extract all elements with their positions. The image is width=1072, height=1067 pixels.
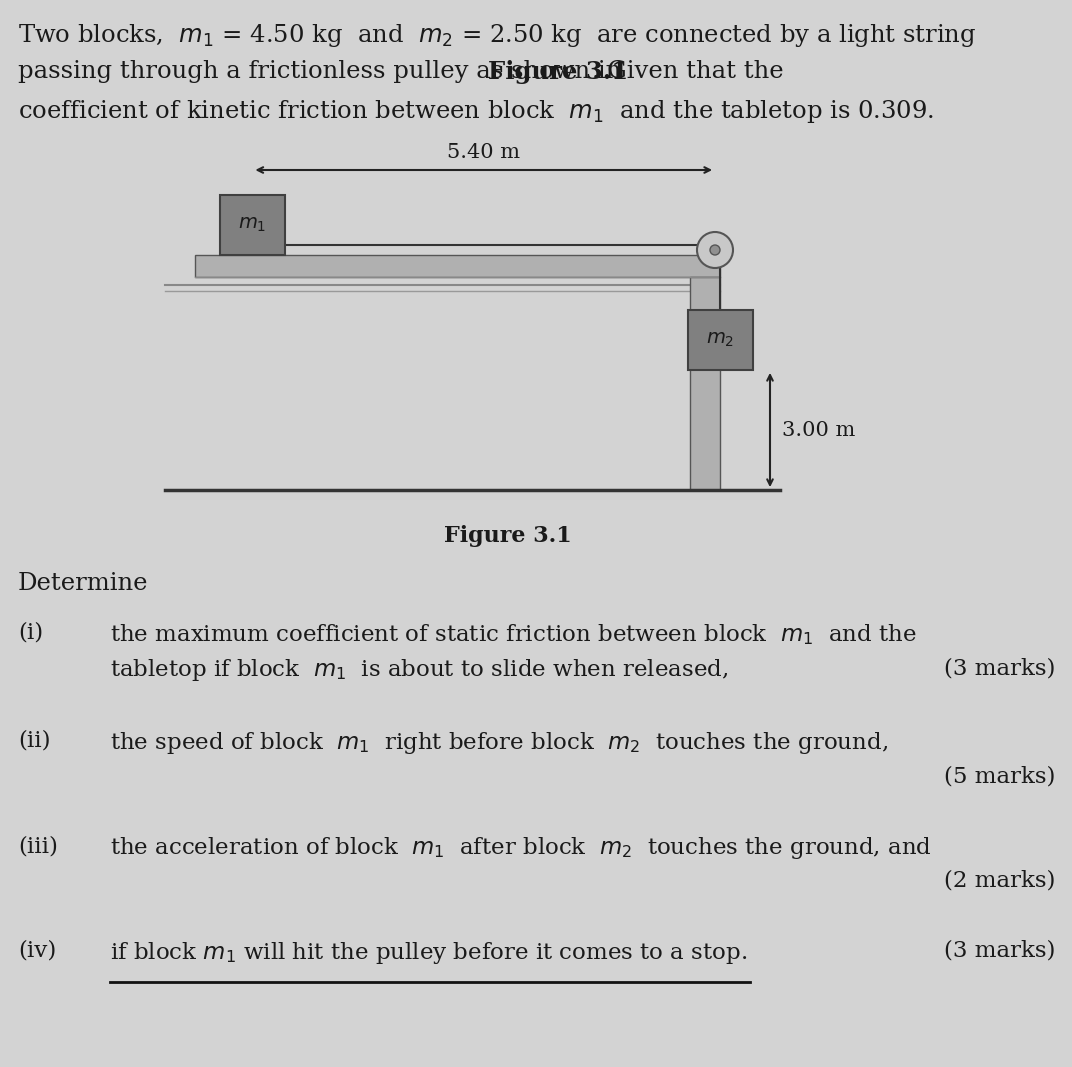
- Text: Figure 3.1: Figure 3.1: [488, 60, 628, 84]
- Text: coefficient of kinetic friction between block  $m_1$  and the tabletop is 0.309.: coefficient of kinetic friction between …: [18, 98, 934, 125]
- Text: the maximum coefficient of static friction between block  $m_1$  and the: the maximum coefficient of static fricti…: [110, 622, 917, 647]
- Text: $m_2$: $m_2$: [705, 331, 734, 349]
- Text: Determine: Determine: [18, 572, 149, 595]
- Text: . Given that the: . Given that the: [592, 60, 784, 83]
- Text: (iv): (iv): [18, 940, 56, 962]
- Bar: [195, 255, 720, 277]
- Text: the acceleration of block  $m_1$  after block  $m_2$  touches the ground, and: the acceleration of block $m_1$ after bl…: [110, 835, 932, 861]
- Text: (5 marks): (5 marks): [943, 765, 1055, 787]
- Text: if block $m_1$ will hit the pulley before it comes to a stop.: if block $m_1$ will hit the pulley befor…: [110, 940, 747, 966]
- Text: tabletop if block  $m_1$  is about to slide when released,: tabletop if block $m_1$ is about to slid…: [110, 657, 728, 683]
- Bar: [687, 310, 753, 370]
- Text: Figure 3.1: Figure 3.1: [444, 525, 571, 547]
- Circle shape: [697, 232, 733, 268]
- Text: $m_1$: $m_1$: [238, 216, 267, 234]
- Text: (2 marks): (2 marks): [943, 870, 1055, 892]
- Bar: [220, 195, 285, 255]
- Text: (ii): (ii): [18, 730, 50, 752]
- Text: the speed of block  $m_1$  right before block  $m_2$  touches the ground,: the speed of block $m_1$ right before bl…: [110, 730, 888, 757]
- Text: passing through a frictionless pulley as shown in: passing through a frictionless pulley as…: [18, 60, 629, 83]
- Text: 5.40 m: 5.40 m: [447, 143, 520, 162]
- Text: (3 marks): (3 marks): [943, 657, 1055, 679]
- Text: 3.00 m: 3.00 m: [781, 420, 855, 440]
- Text: (i): (i): [18, 622, 43, 644]
- Circle shape: [710, 245, 720, 255]
- Bar: [690, 277, 720, 490]
- Text: (iii): (iii): [18, 835, 58, 857]
- Text: Two blocks,  $m_1$ = 4.50 kg  and  $m_2$ = 2.50 kg  are connected by a light str: Two blocks, $m_1$ = 4.50 kg and $m_2$ = …: [18, 22, 977, 49]
- Text: (3 marks): (3 marks): [943, 940, 1055, 962]
